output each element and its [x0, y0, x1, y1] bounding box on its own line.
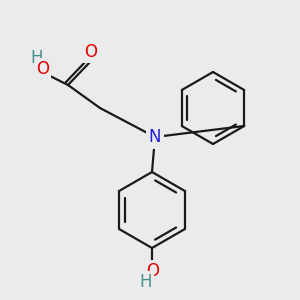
Text: O: O [37, 60, 50, 78]
Text: O: O [146, 262, 160, 280]
Text: H: H [140, 273, 152, 291]
Text: N: N [149, 128, 161, 146]
Text: H: H [31, 49, 43, 67]
Text: O: O [85, 43, 98, 61]
